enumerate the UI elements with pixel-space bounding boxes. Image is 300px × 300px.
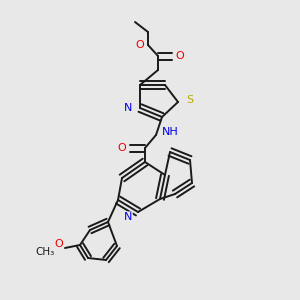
Text: O: O <box>118 143 126 153</box>
Text: NH: NH <box>162 127 178 137</box>
Text: N: N <box>124 212 132 222</box>
Text: O: O <box>136 40 144 50</box>
Text: O: O <box>55 239 63 249</box>
Text: O: O <box>176 51 184 61</box>
Text: N: N <box>124 103 132 113</box>
Text: S: S <box>186 95 194 105</box>
Text: CH₃: CH₃ <box>35 247 55 257</box>
